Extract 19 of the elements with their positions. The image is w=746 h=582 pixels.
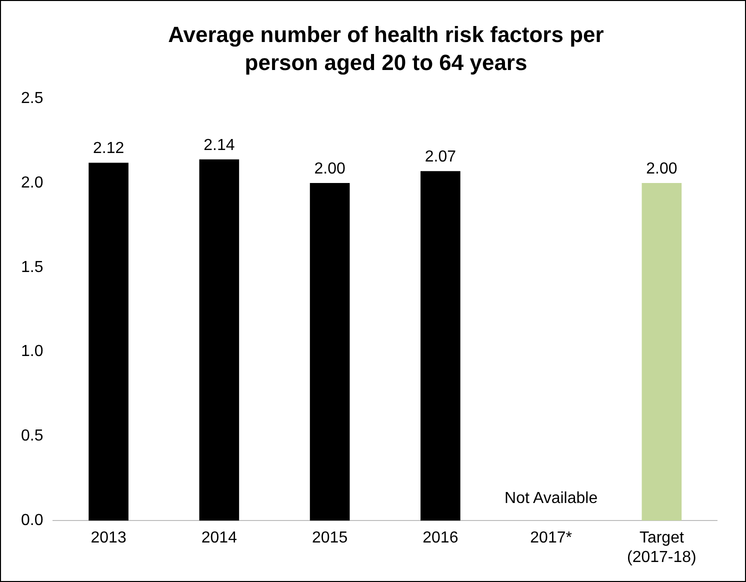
data-label: 2.12 — [92, 140, 124, 158]
y-tick-label: 0.0 — [20, 512, 44, 530]
annotation: Not Available — [504, 490, 598, 508]
x-tick-label: 2013 — [90, 530, 126, 547]
y-tick-label: 1.0 — [20, 343, 44, 360]
data-label: 2.07 — [424, 148, 456, 166]
x-tick-label: 2016 — [422, 530, 458, 547]
y-tick-label: 2.5 — [20, 90, 44, 108]
x-tick-label: 2017* — [530, 530, 572, 547]
data-label: 2.14 — [204, 136, 235, 154]
y-tick-label: 0.5 — [20, 428, 44, 445]
x-tick-label: 2015 — [312, 530, 348, 547]
chart-title: Average number of health risk factors per person aged 20 to 64 years — [167, 21, 605, 77]
data-label: 2.00 — [314, 160, 346, 178]
x-tick-label: 2014 — [201, 530, 238, 547]
y-tick-label: 2.0 — [20, 174, 44, 192]
data-label: 2.00 — [646, 160, 678, 178]
x-tick-label: Target (2017-18) — [627, 530, 696, 566]
y-tick-label: 1.5 — [20, 258, 44, 276]
